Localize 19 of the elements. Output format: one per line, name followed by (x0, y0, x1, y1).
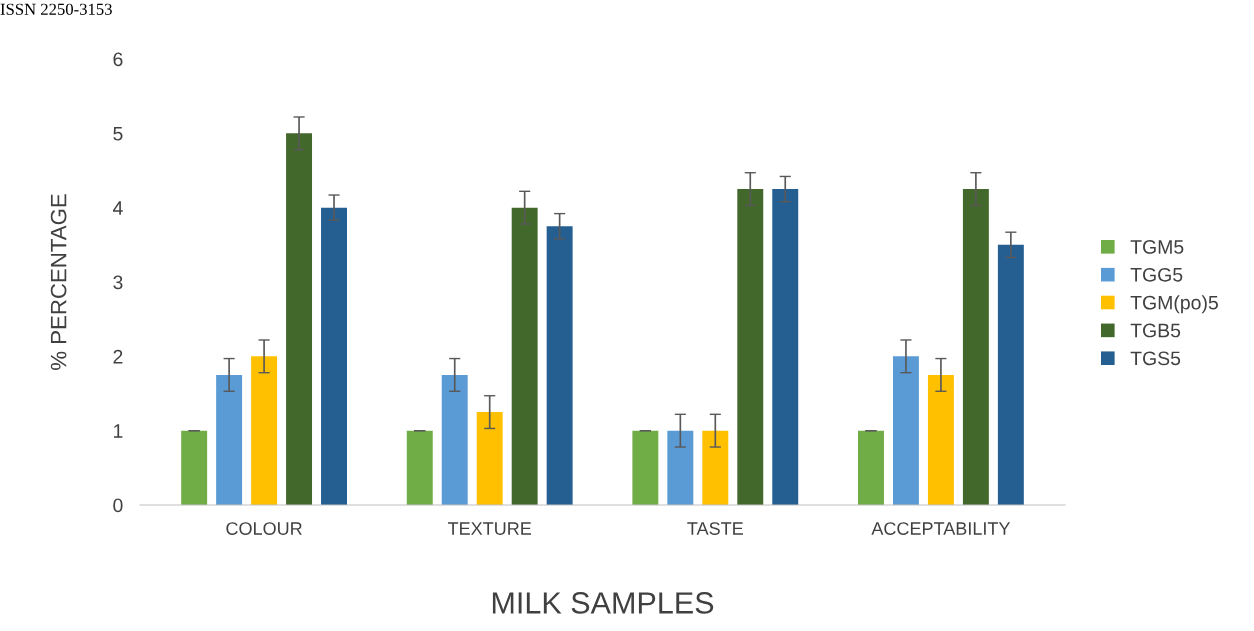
y-tick-label: 0 (113, 498, 123, 513)
legend-label: TGG5 (1130, 267, 1183, 282)
y-tick-label: 2 (113, 349, 123, 364)
y-tick-label: 4 (112, 201, 123, 215)
legend-label: TGM(po)5 (1130, 295, 1218, 314)
y-tick-label: 3 (113, 275, 123, 290)
x-tick-label: TASTE (687, 522, 743, 535)
y-tick-label: 6 (113, 52, 123, 67)
x-tick-label: TEXTURE (447, 522, 532, 535)
x-tick-label: COLOUR (226, 522, 302, 535)
x-tick-label: ACCEPTABILITY (871, 522, 1011, 535)
legend-label: TGM5 (1130, 240, 1184, 254)
legend-label: TGB5 (1130, 323, 1181, 338)
y-tick-label: 5 (113, 127, 123, 141)
y-tick-label: 1 (114, 424, 123, 438)
text: ISSN 2250-3153 (0, 3, 112, 15)
x-axis-title: MILK SAMPLES (492, 592, 714, 614)
y-axis-title: % PERCENTAGE (50, 194, 67, 370)
legend-label: TGS5 (1130, 351, 1181, 366)
